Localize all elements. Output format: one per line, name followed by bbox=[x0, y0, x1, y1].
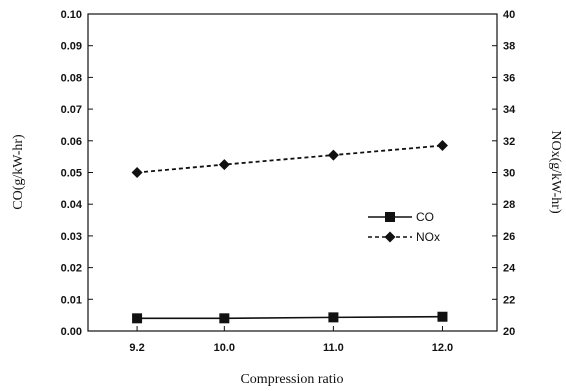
left-tick-label: 0.01 bbox=[61, 294, 82, 306]
x-tick-label: 12.0 bbox=[432, 342, 453, 354]
left-tick-label: 0.09 bbox=[61, 41, 82, 53]
left-tick-label: 0.10 bbox=[61, 9, 82, 21]
right-tick-label: 38 bbox=[503, 41, 515, 53]
x-tick-label: 10.0 bbox=[214, 342, 235, 354]
right-tick-label: 22 bbox=[503, 294, 515, 306]
right-tick-label: 26 bbox=[503, 231, 515, 243]
nox-legend-label: NOx bbox=[416, 230, 440, 244]
right-tick-label: 40 bbox=[503, 9, 515, 21]
right-tick-label: 36 bbox=[503, 72, 515, 84]
left-tick-label: 0.08 bbox=[61, 72, 82, 84]
left-tick-label: 0.00 bbox=[61, 326, 82, 338]
x-tick-label: 9.2 bbox=[129, 342, 144, 354]
left-tick-label: 0.07 bbox=[61, 104, 82, 116]
plot-area bbox=[88, 14, 497, 331]
left-axis-title: CO(g/kW-hr) bbox=[11, 134, 26, 210]
left-tick-label: 0.06 bbox=[61, 136, 82, 148]
left-tick-label: 0.02 bbox=[61, 263, 82, 275]
right-tick-label: 34 bbox=[503, 104, 516, 116]
left-tick-label: 0.05 bbox=[61, 168, 82, 180]
right-tick-label: 20 bbox=[503, 326, 515, 338]
co-data-point bbox=[132, 313, 142, 323]
right-tick-label: 32 bbox=[503, 136, 515, 148]
right-tick-label: 24 bbox=[503, 263, 516, 275]
co-data-point bbox=[437, 312, 447, 322]
co-legend-label: CO bbox=[416, 210, 434, 224]
co-data-point bbox=[219, 313, 229, 323]
right-axis-title: NOx(g/kW-hr) bbox=[548, 130, 563, 214]
right-tick-label: 30 bbox=[503, 168, 515, 180]
left-tick-label: 0.03 bbox=[61, 231, 82, 243]
co-legend-marker bbox=[385, 212, 395, 222]
x-tick-label: 11.0 bbox=[323, 342, 344, 354]
co-data-point bbox=[328, 312, 338, 322]
x-axis-title: Compression ratio bbox=[240, 372, 343, 387]
left-tick-label: 0.04 bbox=[61, 199, 83, 211]
right-tick-label: 28 bbox=[503, 199, 515, 211]
